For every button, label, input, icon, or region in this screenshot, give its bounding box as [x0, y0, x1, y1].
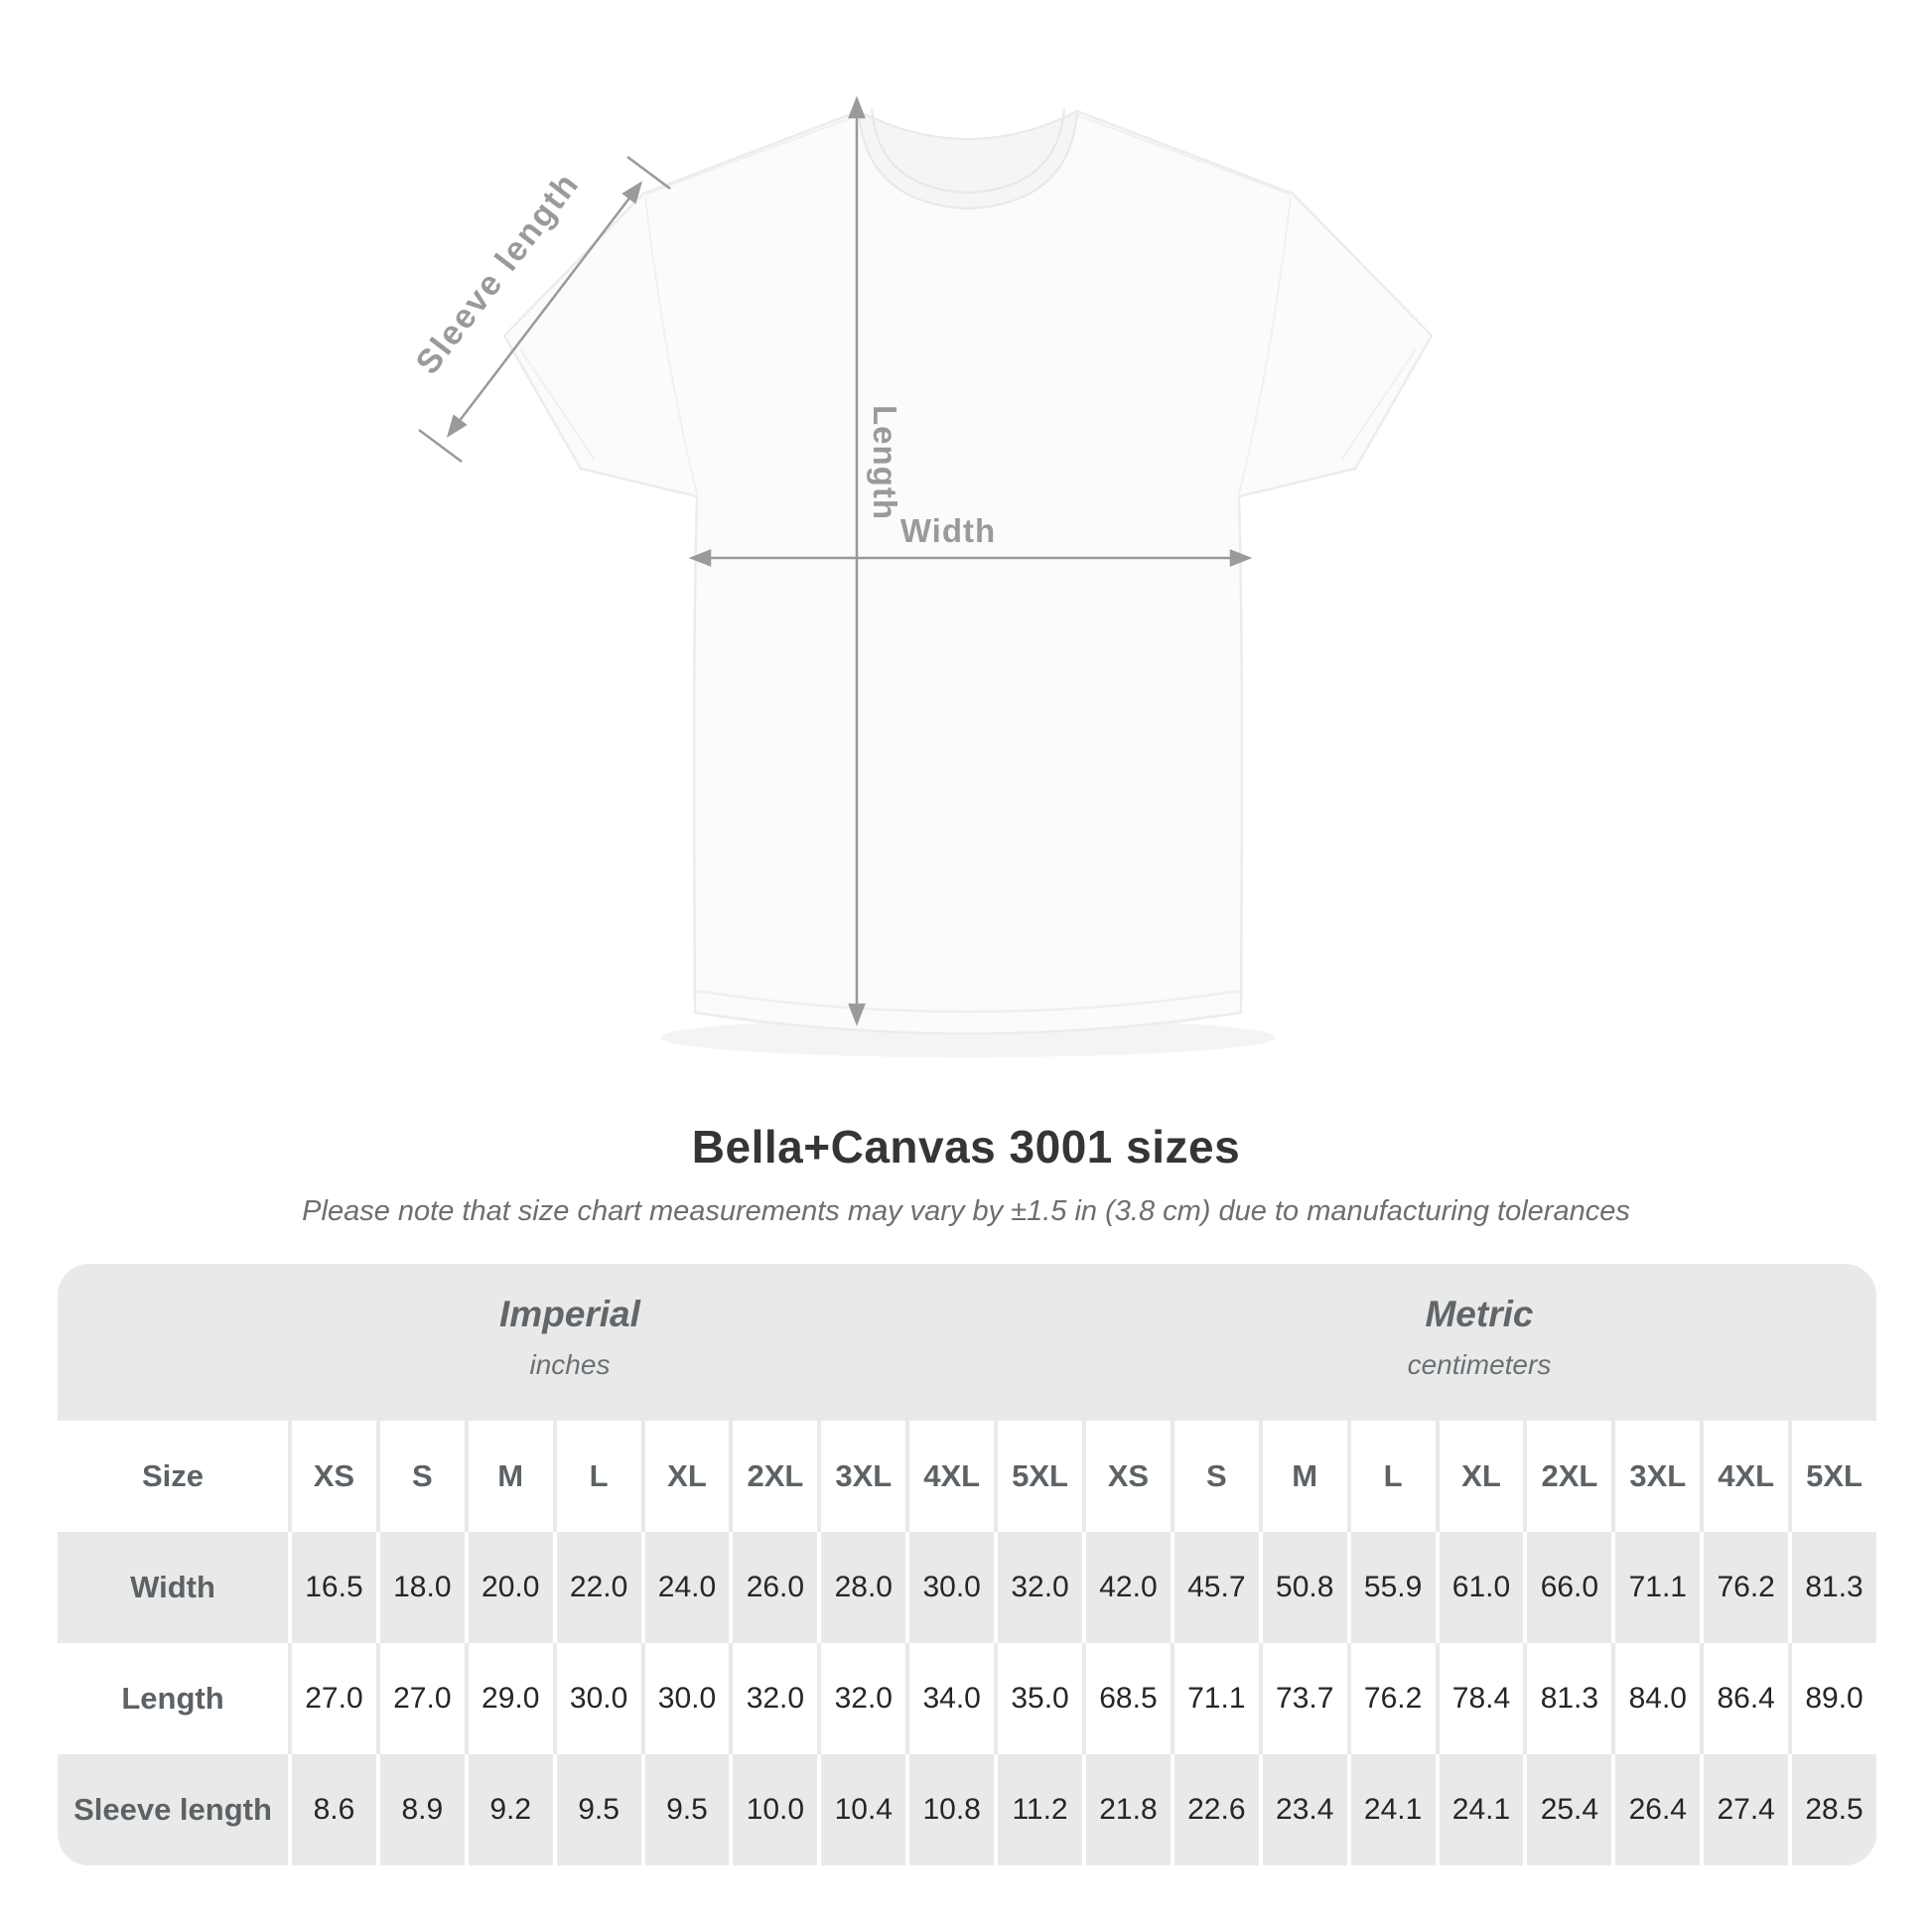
unit-band: Imperial inches Metric centimeters	[58, 1264, 1876, 1421]
value-cell: 21.8	[1081, 1754, 1171, 1865]
imperial-unit: inches	[529, 1349, 611, 1380]
size-header: XL	[1435, 1421, 1524, 1532]
value-cell: 9.5	[552, 1754, 641, 1865]
size-header: S	[375, 1421, 465, 1532]
unit-group-metric: Metric centimeters	[1082, 1264, 1876, 1421]
value-cell: 32.0	[729, 1643, 818, 1754]
value-cell: 27.0	[375, 1643, 465, 1754]
tshirt-illustration	[502, 108, 1434, 1035]
imperial-title: Imperial	[499, 1294, 640, 1334]
value-cell: 30.0	[905, 1532, 995, 1643]
size-header: M	[464, 1421, 553, 1532]
value-cell: 66.0	[1523, 1532, 1612, 1643]
page-subtitle: Please note that size chart measurements…	[302, 1195, 1630, 1227]
value-cell: 26.4	[1611, 1754, 1701, 1865]
width-arrow	[688, 549, 1253, 567]
value-cell: 86.4	[1700, 1643, 1789, 1754]
value-cell: 35.0	[994, 1643, 1082, 1754]
value-cell: 84.0	[1611, 1643, 1701, 1754]
size-header: 5XL	[1788, 1421, 1876, 1532]
page-title: Bella+Canvas 3001 sizes	[691, 1121, 1241, 1173]
size-header: 2XL	[729, 1421, 818, 1532]
row-label: Length	[58, 1643, 288, 1754]
value-cell: 18.0	[375, 1532, 465, 1643]
table-row-sleeve-length: Sleeve length 8.6 8.9 9.2 9.5 9.5 10.0 1…	[58, 1754, 1876, 1865]
value-cell: 20.0	[464, 1532, 553, 1643]
size-header: 4XL	[905, 1421, 995, 1532]
value-cell: 22.6	[1170, 1754, 1259, 1865]
value-cell: 61.0	[1435, 1532, 1524, 1643]
size-table: Imperial inches Metric centimeters Size …	[58, 1264, 1876, 1865]
value-cell: 32.0	[817, 1643, 906, 1754]
value-cell: 68.5	[1081, 1643, 1171, 1754]
sleeve-length-arrow	[418, 155, 671, 464]
metric-unit: centimeters	[1407, 1349, 1552, 1380]
heading-block: Bella+Canvas 3001 sizes Please note that…	[0, 1120, 1932, 1228]
size-header: 4XL	[1700, 1421, 1789, 1532]
table-row-length: Length 27.0 27.0 29.0 30.0 30.0 32.0 32.…	[58, 1643, 1876, 1754]
value-cell: 11.2	[994, 1754, 1082, 1865]
value-cell: 25.4	[1523, 1754, 1612, 1865]
size-header: 3XL	[817, 1421, 906, 1532]
value-cell: 28.5	[1788, 1754, 1876, 1865]
value-cell: 34.0	[905, 1643, 995, 1754]
value-cell: 89.0	[1788, 1643, 1876, 1754]
size-header: XS	[1081, 1421, 1171, 1532]
value-cell: 42.0	[1081, 1532, 1171, 1643]
value-cell: 27.0	[288, 1643, 376, 1754]
size-header: XL	[640, 1421, 730, 1532]
value-cell: 24.1	[1435, 1754, 1524, 1865]
value-cell: 23.4	[1258, 1754, 1347, 1865]
size-header: S	[1170, 1421, 1259, 1532]
value-cell: 8.6	[288, 1754, 376, 1865]
value-cell: 24.1	[1346, 1754, 1436, 1865]
value-cell: 76.2	[1700, 1532, 1789, 1643]
value-cell: 32.0	[994, 1532, 1082, 1643]
size-header: 5XL	[994, 1421, 1082, 1532]
size-header: L	[552, 1421, 641, 1532]
size-header: XS	[288, 1421, 376, 1532]
value-cell: 71.1	[1611, 1532, 1701, 1643]
value-cell: 30.0	[552, 1643, 641, 1754]
metric-title: Metric	[1425, 1294, 1534, 1334]
size-col-header: Size	[58, 1421, 288, 1532]
table-row-width: Width 16.5 18.0 20.0 22.0 24.0 26.0 28.0…	[58, 1532, 1876, 1643]
value-cell: 22.0	[552, 1532, 641, 1643]
value-cell: 45.7	[1170, 1532, 1259, 1643]
length-arrow	[848, 95, 866, 1027]
length-label: Length	[867, 405, 903, 520]
value-cell: 73.7	[1258, 1643, 1347, 1754]
value-cell: 76.2	[1346, 1643, 1436, 1754]
value-cell: 10.4	[817, 1754, 906, 1865]
size-header: 2XL	[1523, 1421, 1612, 1532]
value-cell: 9.5	[640, 1754, 730, 1865]
value-cell: 10.8	[905, 1754, 995, 1865]
size-header-row: Size XS S M L XL 2XL 3XL 4XL 5XL XS S M …	[58, 1421, 1876, 1532]
value-cell: 81.3	[1523, 1643, 1612, 1754]
value-cell: 71.1	[1170, 1643, 1259, 1754]
tshirt-diagram: Sleeve length Length Width	[409, 95, 1434, 1057]
value-cell: 16.5	[288, 1532, 376, 1643]
value-cell: 8.9	[375, 1754, 465, 1865]
value-cell: 10.0	[729, 1754, 818, 1865]
value-cell: 29.0	[464, 1643, 553, 1754]
value-cell: 50.8	[1258, 1532, 1347, 1643]
value-cell: 30.0	[640, 1643, 730, 1754]
width-label: Width	[900, 512, 996, 549]
value-cell: 55.9	[1346, 1532, 1436, 1643]
row-label: Width	[58, 1532, 288, 1643]
value-cell: 27.4	[1700, 1754, 1789, 1865]
unit-group-imperial: Imperial inches	[58, 1264, 1082, 1421]
size-header: M	[1258, 1421, 1347, 1532]
value-cell: 9.2	[464, 1754, 553, 1865]
value-cell: 81.3	[1788, 1532, 1876, 1643]
row-label: Sleeve length	[58, 1754, 288, 1865]
value-cell: 28.0	[817, 1532, 906, 1643]
size-header: L	[1346, 1421, 1436, 1532]
size-header: 3XL	[1611, 1421, 1701, 1532]
value-cell: 24.0	[640, 1532, 730, 1643]
value-cell: 78.4	[1435, 1643, 1524, 1754]
value-cell: 26.0	[729, 1532, 818, 1643]
